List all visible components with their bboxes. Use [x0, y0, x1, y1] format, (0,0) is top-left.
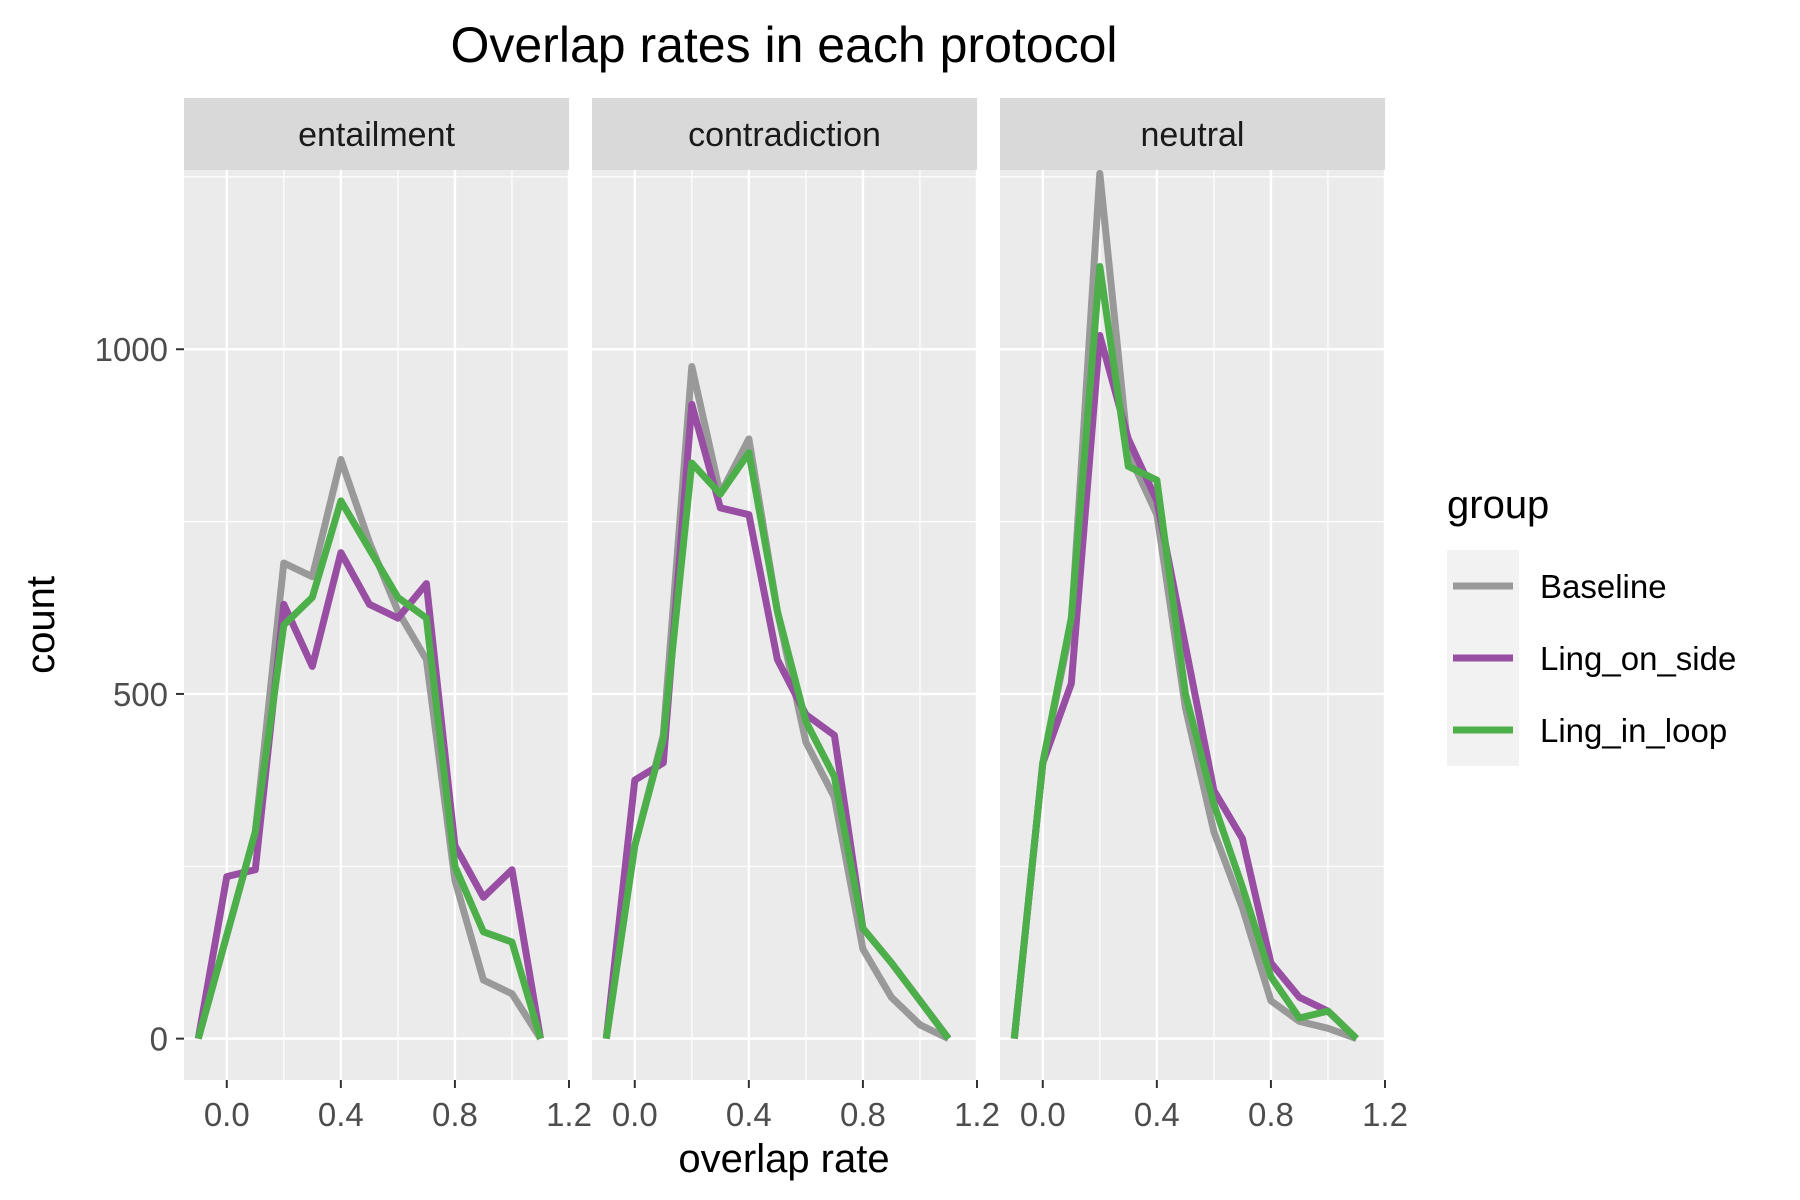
panels: entailment 0.0 0.4 0.8 1.2 0 500 1000 contradict… [95, 98, 1408, 1133]
x-tick-label: 0.4 [1134, 1096, 1180, 1133]
series-line-Ling_on_side-neutral [1010, 332, 1359, 1042]
panel-entailment: entailment 0.0 0.4 0.8 1.2 0 500 1000 [95, 98, 592, 1133]
x-tick-label: 1.2 [546, 1096, 592, 1133]
panel-background-neutral [1000, 170, 1385, 1080]
strip-label-neutral: neutral [1141, 116, 1245, 154]
legend: group Baseline Ling_on_side Ling_in_loop [1447, 483, 1736, 766]
x-tick-label: 0.0 [1020, 1096, 1066, 1133]
x-tick-label: 0.8 [432, 1096, 478, 1133]
legend-label-Ling_on_side: Ling_on_side [1540, 640, 1736, 677]
x-tick-label: 0.0 [612, 1096, 658, 1133]
x-tick-label: 0.0 [204, 1096, 250, 1133]
y-axis-title: count [19, 576, 63, 674]
panel-background-entailment [184, 170, 569, 1080]
x-axis-title: overlap rate [678, 1137, 889, 1181]
x-tick-label: 1.2 [1362, 1096, 1408, 1133]
y-tick-label: 500 [113, 676, 168, 713]
series-line-Ling_in_loop-contradiction [602, 449, 952, 1041]
x-tick-label: 0.8 [840, 1096, 886, 1133]
legend-label-Ling_in_loop: Ling_in_loop [1540, 712, 1727, 749]
series-line-Ling_in_loop-neutral [1010, 263, 1359, 1042]
x-tick-label: 0.4 [318, 1096, 364, 1133]
strip-contradiction [592, 98, 977, 170]
x-tick-label: 0.4 [726, 1096, 772, 1133]
x-tick-label: 1.2 [954, 1096, 1000, 1133]
strip-label-contradiction: contradiction [688, 116, 881, 154]
series-line-Ling_in_loop-entailment [194, 497, 544, 1040]
x-tick-label: 0.8 [1248, 1096, 1294, 1133]
strip-entailment [184, 98, 569, 170]
strip-label-entailment: entailment [298, 116, 455, 154]
y-tick-label: 0 [150, 1021, 168, 1058]
chart-title: Overlap rates in each protocol [450, 17, 1117, 73]
panel-neutral: neutral 0.0 0.4 0.8 1.2 [1000, 98, 1408, 1133]
strip-neutral [1000, 98, 1385, 170]
series-line-Ling_on_side-entailment [194, 549, 544, 1040]
panel-contradiction: contradiction 0.0 0.4 0.8 1.2 [592, 98, 1000, 1133]
y-tick-label: 1000 [95, 331, 168, 368]
legend-title: group [1447, 483, 1549, 527]
legend-label-Baseline: Baseline [1540, 568, 1667, 605]
